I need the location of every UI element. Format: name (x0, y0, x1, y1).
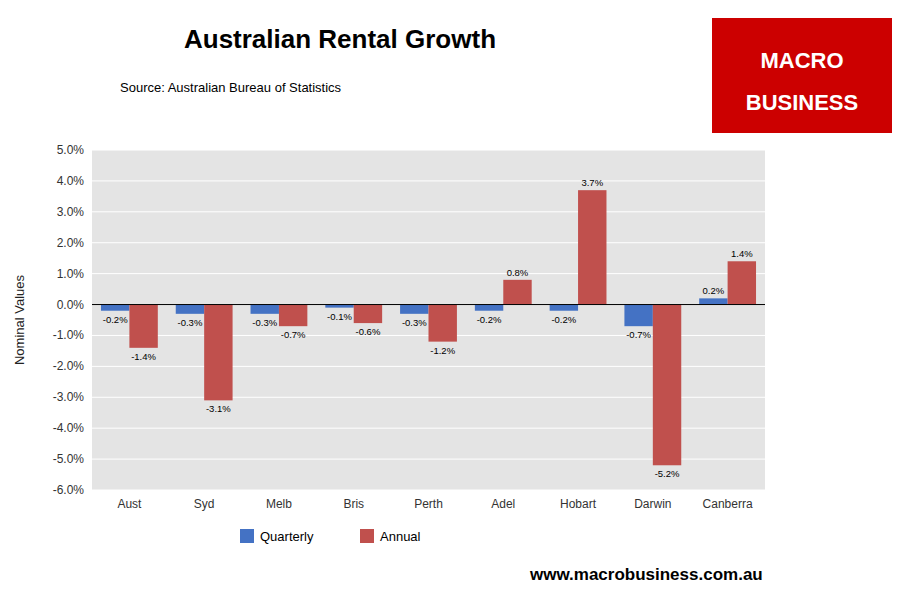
data-label: -0.2% (477, 314, 502, 325)
data-labels: -0.2% -0.3% -0.3% -0.1% -0.3% -0.2% -0.2% -0.7%… (103, 177, 753, 479)
data-label: 3.7% (581, 177, 603, 188)
y-tick-label: -6.0% (53, 483, 85, 497)
legend: Quarterly Annual (240, 529, 421, 544)
bar (176, 305, 204, 314)
title: Australian Rental Growth (184, 24, 496, 54)
data-label: -0.2% (551, 314, 576, 325)
x-tick-label: Bris (343, 497, 364, 511)
bars (101, 190, 756, 465)
zero-line (92, 304, 765, 305)
data-label: -0.7% (626, 329, 651, 340)
data-label: -0.3% (402, 317, 427, 328)
x-tick-label: Aust (117, 497, 142, 511)
y-tick-label: -2.0% (53, 359, 85, 373)
x-tick-label: Syd (194, 497, 215, 511)
bar (578, 190, 606, 304)
grid-line (92, 242, 765, 243)
legend-swatch (240, 529, 254, 543)
bar (550, 305, 578, 311)
data-label: -1.4% (131, 351, 156, 362)
grid-line (92, 273, 765, 274)
bar (429, 305, 457, 342)
grid-line (92, 211, 765, 212)
logo-text: BUSINESS (746, 90, 858, 115)
data-label: -0.6% (356, 326, 381, 337)
y-axis: -6.0% -5.0% -4.0% -3.0% -2.0% -1.0% 0.0% 1.0% 2.… (53, 143, 765, 497)
bar (279, 305, 307, 327)
legend-label: Annual (380, 529, 421, 544)
bar (624, 305, 652, 327)
x-tick-label: Adel (491, 497, 515, 511)
subtitle: Source: Australian Bureau of Statistics (120, 80, 342, 95)
bar (653, 305, 681, 466)
grid-line (92, 490, 765, 491)
bar (204, 305, 232, 401)
x-tick-label: Canberra (703, 497, 753, 511)
grid-line (92, 304, 765, 305)
data-label: -1.2% (430, 345, 455, 356)
x-tick-label: Perth (414, 497, 443, 511)
grid-line (92, 150, 765, 151)
chart: -6.0% -5.0% -4.0% -3.0% -2.0% -1.0% 0.0% 1.0% 2.… (0, 0, 916, 598)
data-label: 1.4% (731, 248, 753, 259)
y-tick-label: 4.0% (57, 174, 85, 188)
bar (699, 298, 727, 304)
data-label: -0.3% (252, 317, 277, 328)
y-tick-label: -5.0% (53, 452, 85, 466)
data-label: 0.8% (507, 267, 529, 278)
grid-line (92, 180, 765, 181)
bar (354, 305, 382, 324)
y-tick-label: 0.0% (57, 298, 85, 312)
y-tick-label: -1.0% (53, 328, 85, 342)
bar (728, 261, 756, 304)
bar (503, 280, 531, 305)
bar (101, 305, 129, 311)
y-tick-label: 3.0% (57, 205, 85, 219)
data-label: -0.3% (178, 317, 203, 328)
bar (475, 305, 503, 311)
logo-text: MACRO (760, 48, 843, 73)
x-tick-label: Hobart (560, 497, 597, 511)
plot-background (92, 150, 765, 490)
logo-box (712, 18, 892, 133)
x-tick-label: Darwin (634, 497, 671, 511)
data-label: -0.2% (103, 314, 128, 325)
bar (251, 305, 279, 314)
legend-label: Quarterly (260, 529, 314, 544)
y-tick-label: -3.0% (53, 390, 85, 404)
data-label: -3.1% (206, 403, 231, 414)
data-label: -5.2% (655, 468, 680, 479)
y-tick-label: 2.0% (57, 236, 85, 250)
bar (129, 305, 157, 348)
x-axis: Aust Syd Melb Bris Perth Adel Hobart Darwin Canb… (117, 497, 753, 511)
data-label: -0.1% (327, 311, 352, 322)
website: www.macrobusiness.com.au (529, 565, 763, 584)
y-tick-label: 5.0% (57, 143, 85, 157)
x-tick-label: Melb (266, 497, 292, 511)
y-tick-label: 1.0% (57, 267, 85, 281)
legend-swatch (360, 529, 374, 543)
data-label: 0.2% (703, 285, 725, 296)
y-tick-label: -4.0% (53, 421, 85, 435)
data-label: -0.7% (281, 329, 306, 340)
bar (400, 305, 428, 314)
y-axis-label: Nominal Values (12, 274, 27, 365)
